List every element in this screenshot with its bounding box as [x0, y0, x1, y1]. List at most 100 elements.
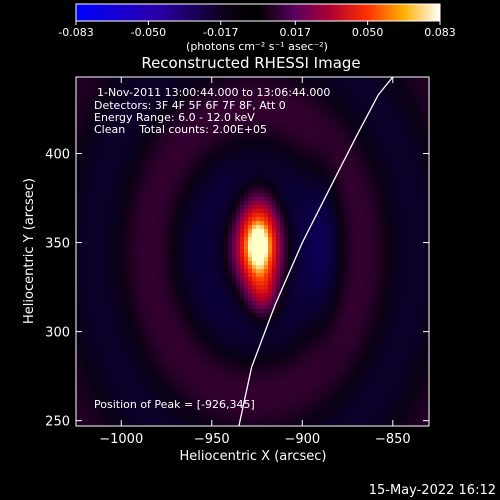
heatmap-cell	[120, 225, 125, 230]
heatmap-cell	[124, 221, 129, 226]
heatmap-cell	[180, 105, 185, 110]
heatmap-cell	[112, 177, 117, 182]
heatmap-cell	[224, 417, 229, 422]
heatmap-cell	[220, 137, 225, 142]
heatmap-cell	[84, 133, 89, 138]
heatmap-cell	[96, 201, 101, 206]
heatmap-cell	[172, 377, 177, 382]
heatmap-cell	[244, 205, 249, 210]
heatmap-cell	[128, 217, 133, 222]
heatmap-cell	[112, 225, 117, 230]
heatmap-cell	[88, 353, 93, 358]
heatmap-cell	[176, 357, 181, 362]
heatmap-cell	[140, 121, 145, 126]
heatmap-cell	[140, 129, 145, 134]
heatmap-cell	[228, 113, 233, 118]
heatmap-cell	[160, 365, 165, 370]
heatmap-cell	[128, 393, 133, 398]
heatmap-cell	[268, 133, 273, 138]
heatmap-cell	[256, 89, 261, 94]
heatmap-cell	[176, 413, 181, 418]
heatmap-cell	[236, 309, 241, 314]
heatmap-cell	[156, 89, 161, 94]
heatmap-cell	[276, 333, 281, 338]
heatmap-cell	[156, 233, 161, 238]
heatmap-cell	[132, 281, 137, 286]
heatmap-cell	[284, 177, 289, 182]
heatmap-cell	[160, 337, 165, 342]
heatmap-cell	[228, 365, 233, 370]
heatmap-cell	[216, 161, 221, 166]
heatmap-cell	[100, 201, 105, 206]
heatmap-cell	[132, 121, 137, 126]
heatmap-cell	[168, 153, 173, 158]
heatmap-cell	[216, 145, 221, 150]
heatmap-cell	[196, 85, 201, 90]
heatmap-cell	[148, 381, 153, 386]
heatmap-cell	[244, 377, 249, 382]
heatmap-cell	[260, 121, 265, 126]
heatmap-cell	[160, 145, 165, 150]
heatmap-cell	[272, 141, 277, 146]
heatmap-cell	[196, 141, 201, 146]
heatmap-cell	[256, 101, 261, 106]
heatmap-cell	[152, 201, 157, 206]
heatmap-cell	[84, 185, 89, 190]
heatmap-cell	[296, 233, 301, 238]
heatmap-cell	[152, 309, 157, 314]
heatmap-cell	[128, 401, 133, 406]
heatmap-cell	[96, 105, 101, 110]
heatmap-cell	[268, 397, 273, 402]
heatmap-cell	[140, 173, 145, 178]
heatmap-cell	[184, 349, 189, 354]
heatmap-cell	[128, 213, 133, 218]
heatmap-cell	[184, 209, 189, 214]
heatmap-cell	[204, 405, 209, 410]
heatmap-cell	[260, 397, 265, 402]
heatmap-cell	[224, 245, 229, 250]
heatmap-cell	[152, 241, 157, 246]
heatmap-cell	[168, 289, 173, 294]
heatmap-cell	[280, 269, 285, 274]
heatmap-cell	[244, 417, 249, 422]
heatmap-cell	[240, 197, 245, 202]
heatmap-cell	[76, 385, 81, 390]
heatmap-cell	[112, 357, 117, 362]
heatmap-cell	[88, 125, 93, 130]
heatmap-cell	[300, 161, 305, 166]
heatmap-cell	[108, 117, 113, 122]
heatmap-cell	[288, 253, 293, 258]
heatmap-cell	[104, 157, 109, 162]
heatmap-cell	[276, 373, 281, 378]
heatmap-cell	[80, 177, 85, 182]
heatmap-cell	[220, 81, 225, 86]
heatmap-cell	[96, 225, 101, 230]
heatmap-cell	[256, 341, 261, 346]
heatmap-cell	[116, 313, 121, 318]
heatmap-cell	[264, 129, 269, 134]
heatmap-cell	[204, 117, 209, 122]
heatmap-cell	[104, 417, 109, 422]
heatmap-cell	[88, 225, 93, 230]
heatmap-cell	[152, 121, 157, 126]
heatmap-cell	[124, 213, 129, 218]
heatmap-cell	[168, 377, 173, 382]
heatmap-cell	[164, 197, 169, 202]
heatmap-cell	[232, 85, 237, 90]
heatmap-cell	[280, 413, 285, 418]
heatmap-cell	[176, 101, 181, 106]
heatmap-cell	[240, 109, 245, 114]
heatmap-cell	[180, 337, 185, 342]
heatmap-cell	[204, 421, 209, 426]
heatmap-cell	[112, 161, 117, 166]
heatmap-cell	[252, 317, 257, 322]
heatmap-cell	[256, 173, 261, 178]
heatmap-cell	[288, 165, 293, 170]
heatmap-cell	[152, 405, 157, 410]
heatmap-cell	[160, 341, 165, 346]
heatmap-cell	[296, 409, 301, 414]
heatmap-cell	[216, 97, 221, 102]
heatmap-cell	[280, 209, 285, 214]
heatmap-cell	[100, 261, 105, 266]
heatmap-cell	[168, 393, 173, 398]
